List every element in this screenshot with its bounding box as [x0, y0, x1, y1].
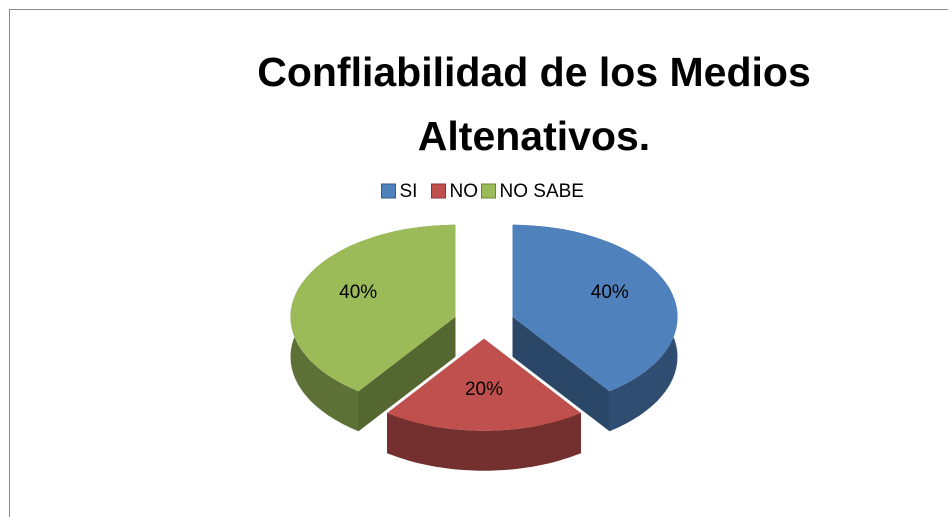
- legend-swatch: [431, 183, 446, 199]
- pie-slice: [387, 338, 581, 471]
- chart-title: Confliabilidad de los Medios Altenativos…: [257, 49, 811, 159]
- slice-wall: [387, 413, 581, 471]
- slice-top: [290, 224, 456, 392]
- legend-swatch: [481, 183, 496, 199]
- slice-side: [358, 316, 456, 432]
- pie-slice: [512, 224, 678, 432]
- legend-label: NO SABE: [500, 181, 584, 202]
- legend-label: SI: [400, 181, 418, 202]
- data-label: 40%: [591, 282, 629, 303]
- legend-swatch: [381, 183, 396, 199]
- slice-side: [512, 316, 610, 432]
- slice-top: [512, 224, 678, 392]
- slice-top: [387, 338, 581, 431]
- legend-label: NO: [450, 181, 479, 202]
- data-label: 20%: [465, 379, 503, 400]
- pie-slice: [290, 224, 456, 432]
- data-label: 40%: [339, 282, 377, 303]
